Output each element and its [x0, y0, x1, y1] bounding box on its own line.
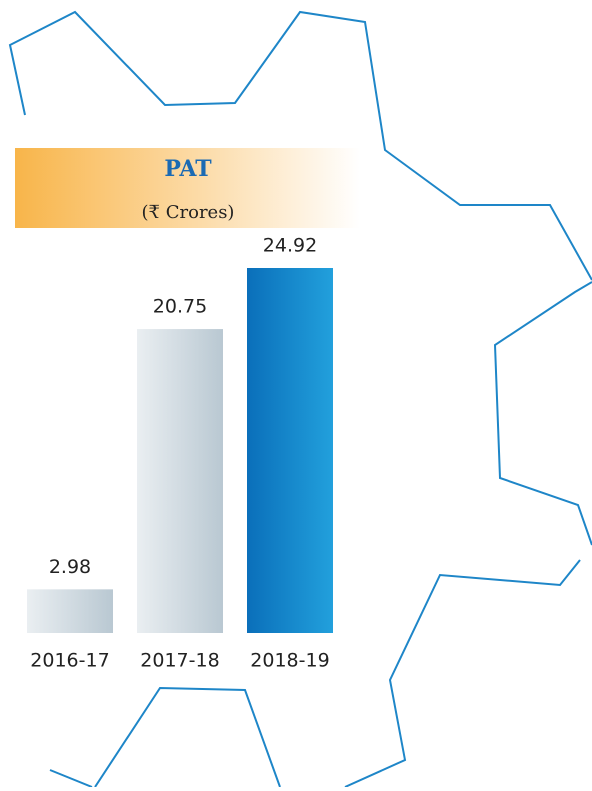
- header-band: [15, 148, 360, 228]
- data-label: 20.75: [153, 296, 207, 318]
- bar: [137, 329, 223, 633]
- x-tick-label: 2016-17: [30, 650, 109, 672]
- chart-title: PAT: [164, 156, 212, 182]
- x-tick-label: 2018-19: [250, 650, 329, 672]
- data-label: 2.98: [49, 556, 91, 578]
- chart-subtitle: (₹ Crores): [142, 202, 235, 223]
- gear-outline: [8, 10, 592, 788]
- x-tick-label: 2017-18: [140, 650, 219, 672]
- bar: [27, 589, 113, 633]
- data-label: 24.92: [263, 235, 317, 257]
- bar: [247, 268, 333, 633]
